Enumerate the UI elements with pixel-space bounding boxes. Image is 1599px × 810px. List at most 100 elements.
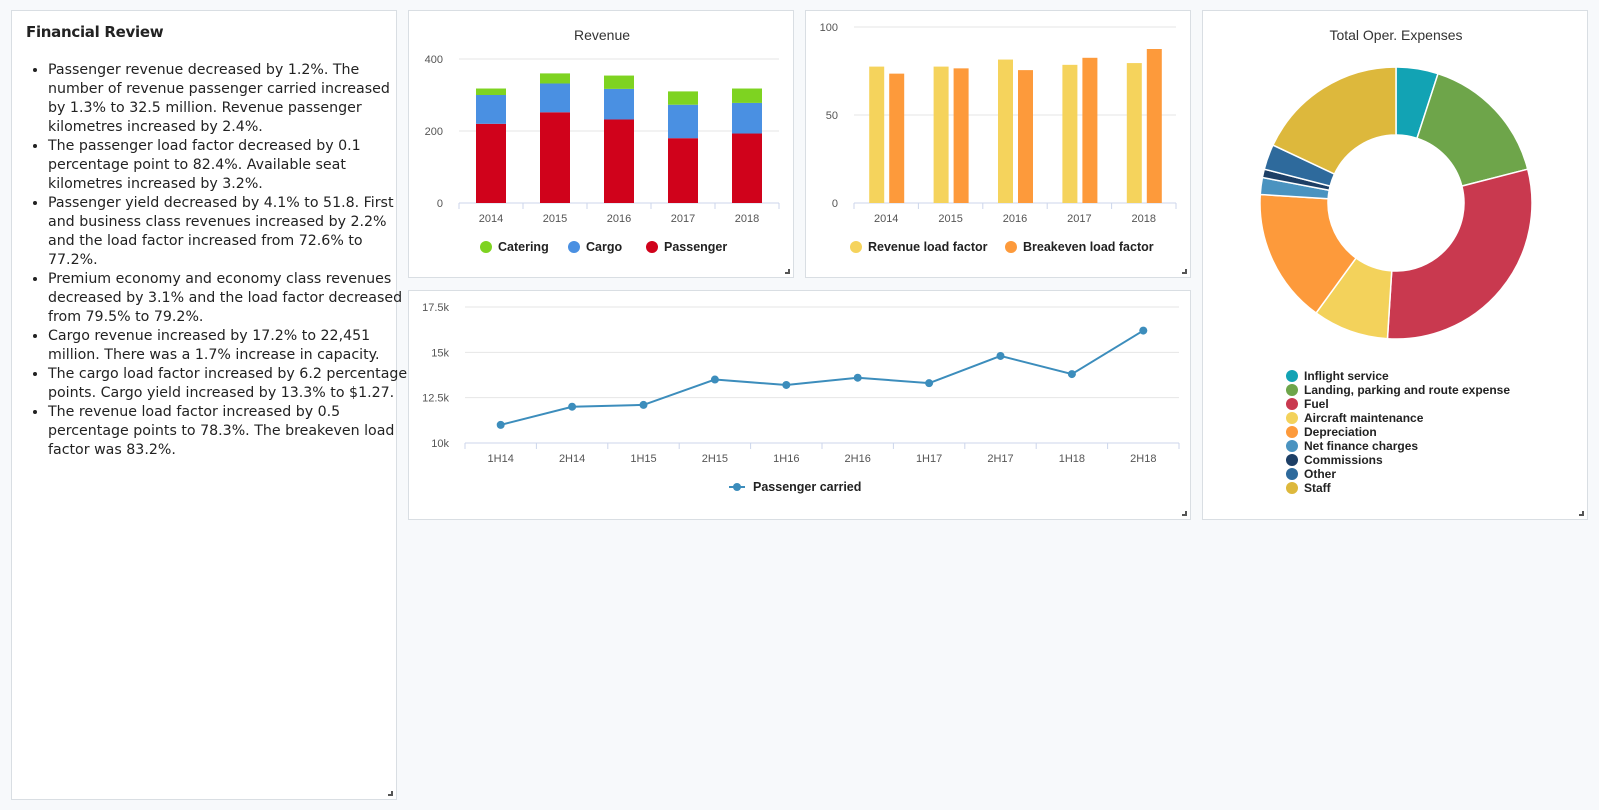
legend-marker [1286,454,1298,466]
legend-label: Landing, parking and route expense [1304,383,1510,397]
financial-review-title: Financial Review [26,23,164,41]
legend-marker [1286,482,1298,494]
legend-label: Commissions [1304,453,1383,467]
bar-breakeven-load-factor [1018,70,1033,203]
legend-marker [1286,440,1298,452]
load-factor-chart: 0 50 100 2014 2015 2016 2017 2018 Revenue load f… [820,22,1177,254]
financial-review-panel: Financial Review Passenger revenue decre… [11,10,407,800]
legend-marker [1005,241,1017,253]
legend-marker [733,483,741,491]
pie-slice [1259,193,1358,315]
bar-catering [668,91,698,105]
legend-label: Net finance charges [1304,439,1418,453]
oper-expenses-chart-panel: Total Oper. Expenses Inflight service Land… [1202,10,1588,520]
x-tick-label: 2016 [607,213,631,225]
data-point [853,373,862,382]
bar-passenger [476,123,506,203]
review-bullet: Cargo revenue increased by 17.2% to 22,4… [48,327,408,365]
data-point [1139,326,1148,335]
bar-cargo [540,83,570,113]
bar-breakeven-load-factor [1146,49,1162,203]
y-tick-label: 17.5k [422,302,449,314]
y-tick-label: 10k [431,438,449,450]
legend-marker [1286,398,1298,410]
bar-revenue-load-factor [998,59,1013,204]
x-tick-label: 2017 [1067,213,1091,225]
pie-slice [1271,66,1397,176]
legend-label: Catering [498,240,549,254]
y-tick-label: 15k [431,347,449,359]
data-point [1067,370,1076,379]
x-tick-label: 2018 [735,213,759,225]
x-tick-label: 2017 [671,213,695,225]
bar-revenue-load-factor [1062,64,1078,203]
review-bullet: Premium economy and economy class revenu… [48,270,408,327]
pie-slice [1386,168,1533,340]
resize-handle[interactable] [1182,269,1187,274]
legend-marker [1286,426,1298,438]
bar-revenue-load-factor [869,66,885,203]
x-tick-label: 1H16 [773,453,799,465]
bar-cargo [604,88,634,120]
legend-marker [1286,468,1298,480]
oper-expenses-chart: Total Oper. Expenses Inflight serviceLand… [1259,27,1533,495]
chart-title: Total Oper. Expenses [1329,27,1462,43]
resize-handle[interactable] [785,269,790,274]
load-factor-chart-panel: 0 50 100 2014 2015 2016 2017 2018 Revenue load f… [805,10,1191,278]
review-bullet: The cargo load factor increased by 6.2 p… [48,365,408,403]
review-bullet: The revenue load factor increased by 0.5… [48,403,408,460]
y-tick-label: 0 [832,198,838,210]
x-tick-label: 2014 [874,213,898,225]
bar-cargo [732,102,762,134]
legend-marker [850,241,862,253]
bar-cargo [668,104,698,139]
series-line [500,329,1144,426]
bar-passenger [668,138,698,203]
bar-catering [604,75,634,89]
data-point [496,420,505,429]
y-tick-label: 200 [425,126,443,138]
financial-review-list: Passenger revenue decreased by 1.2%. The… [26,61,408,460]
x-tick-label: 1H14 [488,453,514,465]
resize-handle[interactable] [388,791,393,796]
x-tick-label: 2015 [938,213,962,225]
y-tick-label: 100 [820,22,838,34]
review-bullet: The passenger load factor decreased by 0… [48,137,408,194]
legend-label: Breakeven load factor [1023,240,1154,254]
y-tick-label: 400 [425,54,443,66]
x-tick-label: 2018 [1132,213,1156,225]
legend-label: Revenue load factor [868,240,988,254]
bar-cargo [476,95,506,124]
data-point [710,375,719,384]
x-tick-label: 2H17 [987,453,1013,465]
x-tick-label: 2H15 [702,453,728,465]
resize-handle[interactable] [1579,511,1584,516]
legend-label: Fuel [1304,397,1329,411]
review-bullet: Passenger revenue decreased by 1.2%. The… [48,61,408,137]
legend-label: Passenger [664,240,727,254]
x-tick-label: 2015 [543,213,567,225]
legend-marker [1286,412,1298,424]
bar-breakeven-load-factor [953,68,969,203]
y-tick-label: 50 [826,110,838,122]
bar-passenger [732,133,762,203]
legend-marker [480,241,492,253]
y-tick-label: 12.5k [422,393,449,405]
bar-passenger [604,119,634,203]
bar-breakeven-load-factor [1082,57,1098,203]
legend-marker [568,241,580,253]
legend-label: Cargo [586,240,622,254]
legend-label: Passenger carried [753,480,861,494]
bar-catering [732,88,762,103]
bar-breakeven-load-factor [889,73,905,203]
revenue-chart-panel: Revenue 0 200 400 2014 2015 2016 2017 2018 Cateri… [408,10,794,278]
pie-slice [1416,72,1529,188]
legend-label: Inflight service [1304,369,1389,383]
legend-label: Other [1304,467,1336,481]
resize-handle[interactable] [1182,511,1187,516]
passenger-carried-chart: 10k 12.5k 15k 17.5k 1H14 2H14 1H15 2H15 1H16 2H16… [422,302,1180,494]
review-bullet: Passenger yield decreased by 4.1% to 51.… [48,194,408,270]
x-tick-label: 1H18 [1059,453,1085,465]
x-tick-label: 2016 [1003,213,1027,225]
bar-revenue-load-factor [933,66,949,203]
